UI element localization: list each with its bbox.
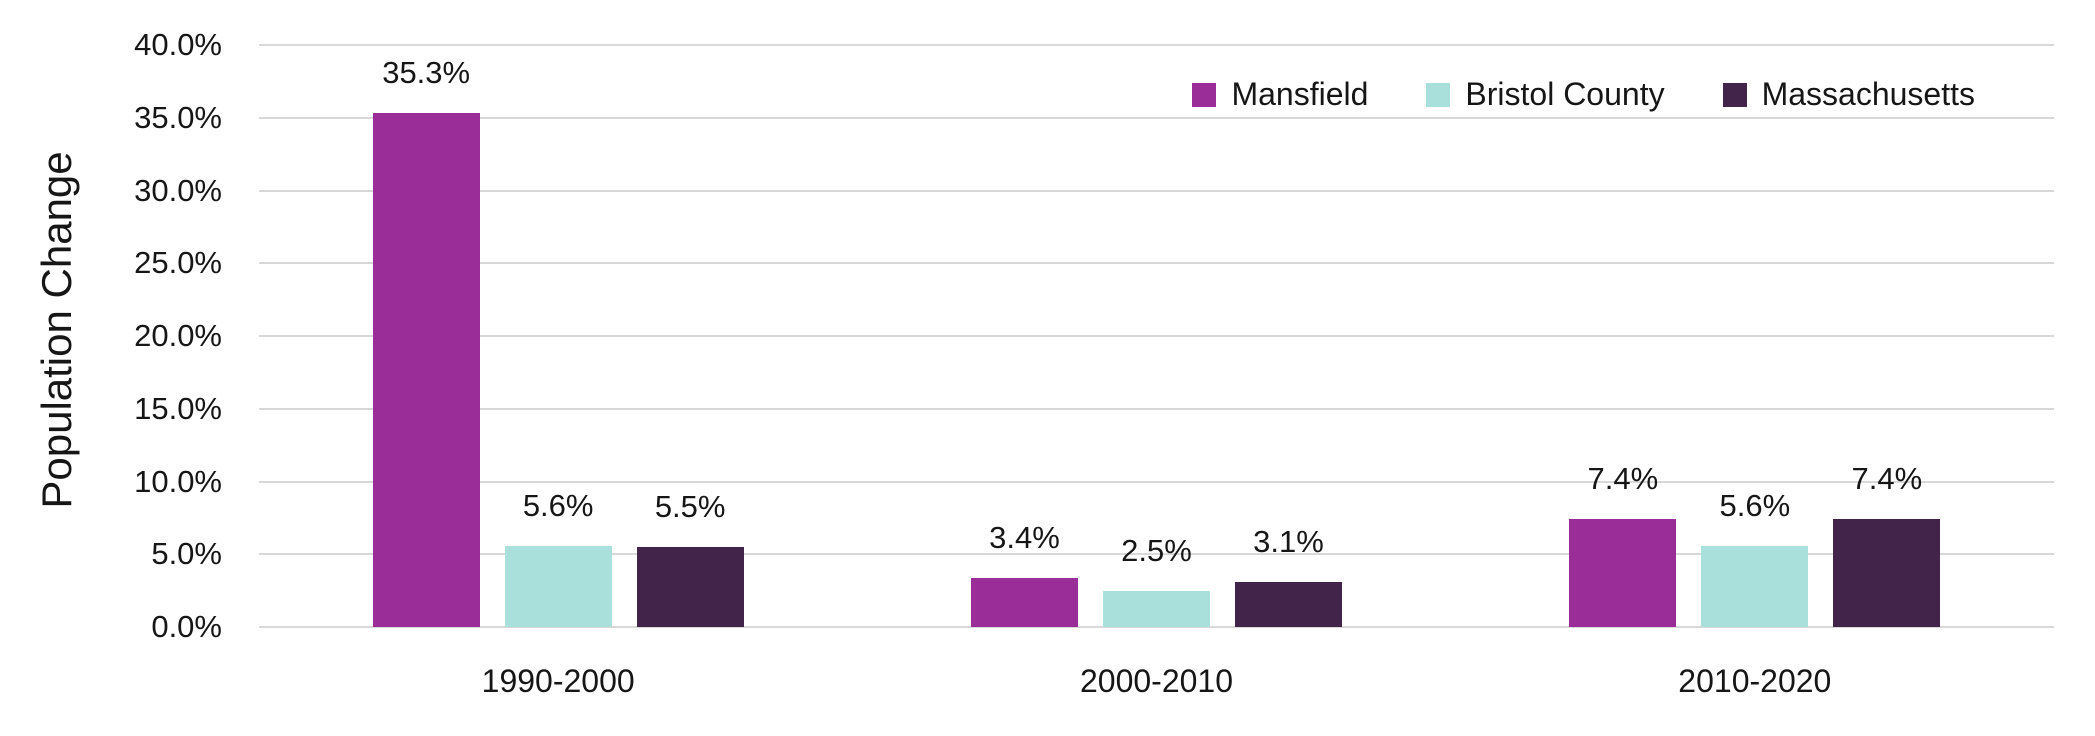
bar-bristol-county — [1102, 590, 1210, 627]
gridline — [259, 262, 2054, 265]
gridline — [259, 553, 2054, 556]
y-tick-label: 10.0% — [134, 463, 222, 499]
gridline — [259, 335, 2054, 337]
bar-massachusetts — [1234, 581, 1342, 627]
legend-item-massachusetts: Massachusetts — [1722, 76, 1975, 113]
y-tick-label: 40.0% — [134, 27, 222, 62]
gridline — [259, 480, 2054, 483]
bar-bristol-county — [504, 545, 612, 627]
legend-swatch — [1192, 82, 1217, 107]
legend-item-bristol-county: Bristol County — [1426, 76, 1665, 113]
gridline — [259, 44, 2054, 46]
legend-label: Bristol County — [1465, 76, 1665, 112]
x-axis-label: 2010-2020 — [1678, 663, 1832, 699]
bar-value-label: 5.5% — [654, 488, 726, 524]
bar-value-label: 2.5% — [1121, 532, 1192, 568]
legend-label: Mansfield — [1231, 76, 1369, 112]
bar-value-label: 5.6% — [1719, 487, 1791, 523]
legend: Mansfield Bristol County Massachusetts — [1192, 76, 1975, 113]
legend-item-mansfield: Mansfield — [1192, 76, 1368, 113]
legend-label: Massachusetts — [1761, 76, 1975, 112]
bar-massachusetts — [636, 546, 744, 627]
legend-swatch — [1426, 82, 1451, 107]
y-tick-label: 0.0% — [151, 609, 222, 644]
bar-value-label: 7.4% — [1587, 461, 1659, 497]
y-tick-label: 15.0% — [134, 390, 222, 426]
bar-mansfield — [970, 577, 1078, 627]
bar-mansfield — [1569, 519, 1677, 627]
bar-group: 35.3% 5.6% 5.5% 1990-2000 — [259, 45, 857, 699]
gridline — [259, 116, 2054, 119]
y-tick-label: 35.0% — [134, 99, 222, 135]
bar-bristol-county — [1701, 545, 1809, 627]
bar-value-label: 35.3% — [382, 55, 471, 91]
bar-value-label: 3.1% — [1253, 523, 1324, 559]
bar-value-label: 5.6% — [522, 487, 594, 523]
gridline — [259, 407, 2054, 410]
gridline — [259, 189, 2054, 192]
x-axis-label: 2000-2010 — [1079, 663, 1233, 699]
bar-massachusetts — [1833, 519, 1941, 627]
bar-value-label: 7.4% — [1851, 461, 1923, 497]
bar-mansfield — [372, 113, 480, 627]
x-axis-label: 1990-2000 — [481, 663, 635, 699]
y-tick-label: 30.0% — [134, 172, 222, 208]
gridline — [259, 626, 2054, 628]
legend-swatch — [1722, 82, 1747, 107]
bar-group: 7.4% 5.6% 7.4% 2010-2020 — [1456, 45, 2054, 699]
y-tick-label: 20.0% — [134, 318, 222, 353]
bar-value-label: 3.4% — [989, 519, 1060, 555]
y-tick-label: 25.0% — [134, 245, 222, 281]
plot-area: 35.3% 5.6% 5.5% 1990-2000 3.4% 2.5% 3.1% 2000-2… — [259, 44, 2054, 699]
bar-group: 3.4% 2.5% 3.1% 2000-2010 — [857, 45, 1455, 699]
y-tick-label: 5.0% — [151, 536, 222, 572]
